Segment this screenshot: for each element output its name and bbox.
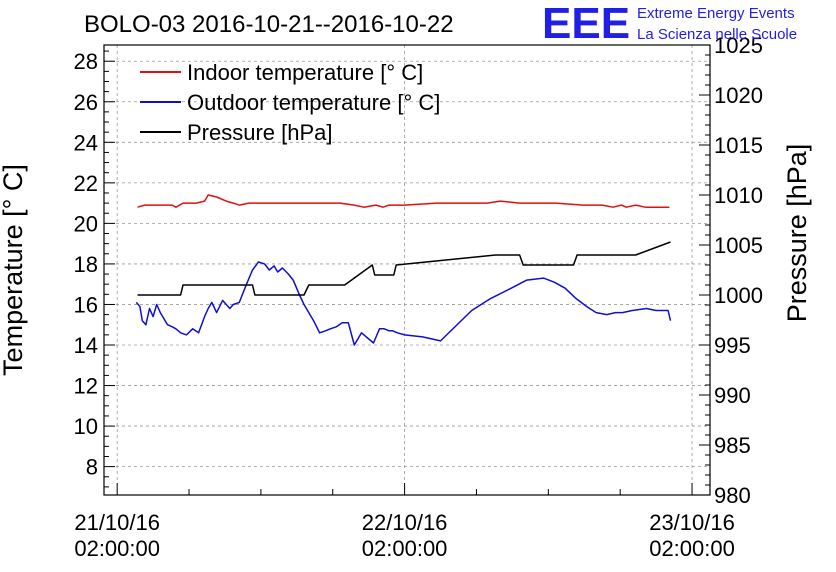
y-right-tick-label: 990 xyxy=(714,383,751,408)
y-left-tick-label: 10 xyxy=(74,414,98,439)
eee-logo: EEE Extreme Energy Events La Scienza nel… xyxy=(542,0,797,48)
y-left-tick-label: 20 xyxy=(74,211,98,236)
x-tick-label-time: 02:00:00 xyxy=(74,536,160,561)
y-left-tick-label: 24 xyxy=(74,130,98,155)
chart-title: BOLO-03 2016-10-21--2016-10-22 xyxy=(84,11,454,38)
y-left-tick-label: 22 xyxy=(74,171,98,196)
y-left-tick-label: 16 xyxy=(74,292,98,317)
y-right-tick-label: 1025 xyxy=(714,33,763,58)
y-left-tick-label: 8 xyxy=(86,455,98,480)
series-group xyxy=(135,194,672,346)
plot-frame xyxy=(103,44,711,496)
y-right-tick-label: 995 xyxy=(714,333,751,358)
y-right-tick-label: 980 xyxy=(714,483,751,508)
y-left-label: Temperature [° C] xyxy=(0,164,28,376)
x-tick-label-date: 21/10/16 xyxy=(74,510,160,535)
y-right-tick-label: 1015 xyxy=(714,133,763,158)
legend-label-2: Outdoor temperature [° C] xyxy=(187,90,440,115)
legend-label-3: Pressure [hPa] xyxy=(187,120,333,145)
eee-logo-line1: Extreme Energy Events xyxy=(637,5,795,22)
eee-logo-mark: EEE xyxy=(542,0,630,48)
x-tick-label-time: 02:00:00 xyxy=(649,536,735,561)
y-right-tick-label: 1020 xyxy=(714,83,763,108)
x-tick-label-time: 02:00:00 xyxy=(362,536,448,561)
y-right-label: Pressure [hPa] xyxy=(782,144,812,323)
series-line-2 xyxy=(135,261,672,346)
x-tick-label-date: 22/10/16 xyxy=(362,510,448,535)
y-left-tick-label: 12 xyxy=(74,374,98,399)
y-right-tick-label: 985 xyxy=(714,433,751,458)
legend: Indoor temperature [° C] Outdoor temperat… xyxy=(140,60,440,145)
y-right-tick-label: 1010 xyxy=(714,183,763,208)
x-tick-label-date: 23/10/16 xyxy=(649,510,735,535)
eee-logo-line2: La Scienza nelle Scuole xyxy=(637,26,797,43)
series-line-3 xyxy=(137,241,671,296)
y-left-tick-label: 14 xyxy=(74,333,98,358)
grid xyxy=(104,45,710,495)
series-line-1 xyxy=(137,194,670,208)
y-left-tick-label: 18 xyxy=(74,252,98,277)
y-right-tick-label: 1000 xyxy=(714,283,763,308)
legend-label-1: Indoor temperature [° C] xyxy=(187,60,423,85)
y-left-tick-label: 28 xyxy=(74,49,98,74)
axes: 8 10 12 14 16 18 20 22 24 26 28 980 985 990 995 1000 100… xyxy=(74,33,763,561)
y-left-tick-label: 26 xyxy=(74,90,98,115)
y-right-tick-label: 1005 xyxy=(714,233,763,258)
